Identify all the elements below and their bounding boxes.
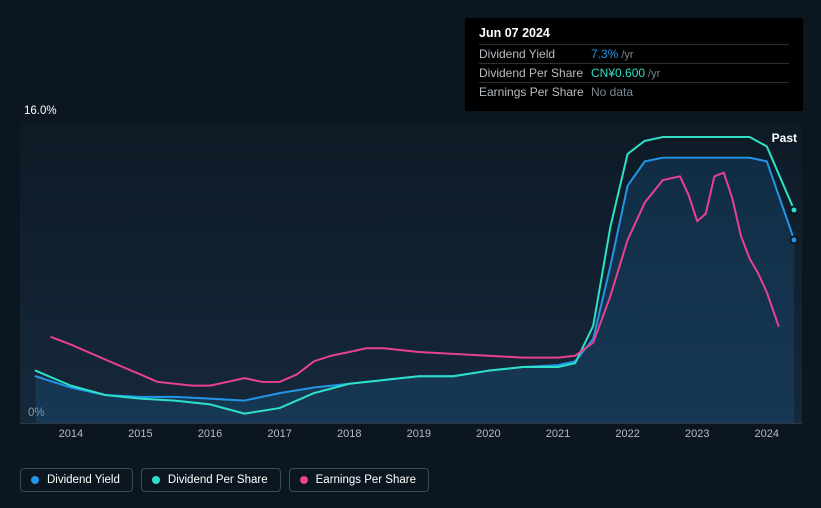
legend-label: Dividend Yield [47, 474, 120, 486]
legend-swatch [300, 476, 308, 484]
tooltip-label: Dividend Per Share [479, 66, 591, 80]
tooltip-row: Dividend Yield7.3%/yr [479, 44, 789, 63]
x-axis-label: 2018 [337, 428, 361, 440]
chart: 16.0% 0% Past 20142015201620172018201920… [20, 105, 805, 450]
tooltip-row: Earnings Per ShareNo data [479, 82, 789, 101]
x-axis-label: 2024 [755, 428, 779, 440]
x-axis-label: 2020 [476, 428, 500, 440]
tooltip-label: Earnings Per Share [479, 85, 591, 99]
chart-tooltip: Jun 07 2024 Dividend Yield7.3%/yrDividen… [465, 18, 803, 111]
x-axis: 2014 2015 2016 2017 2018 2019 2020 2021 2022 2023… [20, 428, 802, 446]
line-plot-svg [20, 124, 802, 423]
x-axis-label: 2017 [267, 428, 291, 440]
tooltip-label: Dividend Yield [479, 47, 591, 61]
tooltip-row: Dividend Per ShareCN¥0.600/yr [479, 63, 789, 82]
tooltip-value: 7.3%/yr [591, 47, 634, 61]
series-end-dot [790, 206, 799, 215]
x-axis-label: 2019 [407, 428, 431, 440]
x-axis-label: 2023 [685, 428, 709, 440]
x-axis-label: 2014 [59, 428, 83, 440]
legend-label: Earnings Per Share [316, 474, 416, 486]
legend-swatch [152, 476, 160, 484]
legend: Dividend Yield Dividend Per Share Earnings… [20, 468, 429, 492]
legend-item[interactable]: Earnings Per Share [289, 468, 429, 492]
x-axis-label: 2016 [198, 428, 222, 440]
x-axis-label: 2021 [546, 428, 570, 440]
tooltip-value: CN¥0.600/yr [591, 66, 660, 80]
plot-area[interactable] [20, 124, 802, 424]
legend-item[interactable]: Dividend Yield [20, 468, 133, 492]
tooltip-unit: /yr [648, 68, 660, 80]
x-axis-label: 2015 [128, 428, 152, 440]
x-axis-label: 2022 [615, 428, 639, 440]
tooltip-value: No data [591, 85, 633, 99]
y-axis-max: 16.0% [24, 105, 57, 117]
series-fill [36, 158, 795, 423]
legend-label: Dividend Per Share [168, 474, 268, 486]
tooltip-date: Jun 07 2024 [479, 26, 789, 44]
legend-swatch [31, 476, 39, 484]
series-end-dot [790, 236, 799, 245]
legend-item[interactable]: Dividend Per Share [141, 468, 281, 492]
past-label: Past [772, 131, 797, 145]
tooltip-unit: /yr [621, 49, 633, 61]
